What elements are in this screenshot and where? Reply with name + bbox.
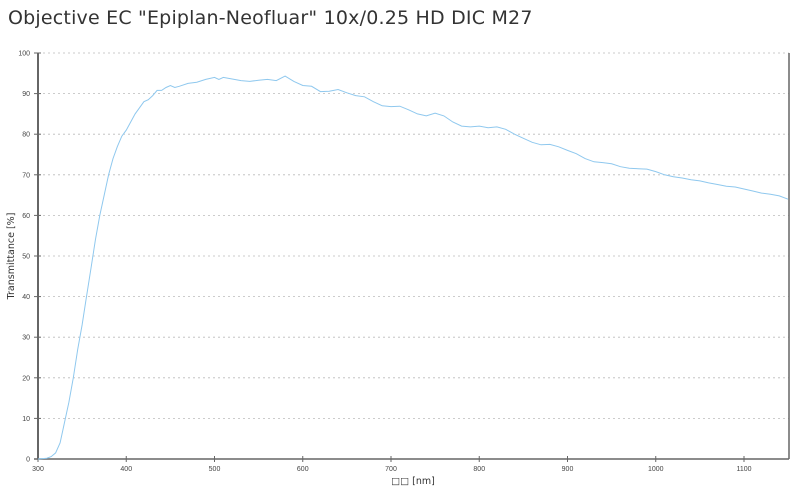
x-tick-label: 1100	[736, 466, 751, 473]
y-tick-label: 30	[22, 335, 30, 342]
x-tick-label: 300	[32, 466, 44, 473]
y-tick-label: 60	[22, 213, 30, 220]
y-tick-label: 80	[22, 132, 30, 139]
x-tick-label: 700	[385, 466, 397, 473]
x-tick-label: 1000	[648, 466, 664, 473]
x-axis-label: □□ [nm]	[391, 476, 435, 487]
x-tick-label: 500	[209, 466, 221, 473]
x-axis-ticks: 300 400 500 600 700 800 900 1000 1100	[32, 456, 752, 473]
y-tick-label: 0	[26, 457, 30, 464]
y-tick-label: 20	[22, 375, 30, 382]
x-tick-label: 900	[562, 466, 574, 473]
y-tick-label: 10	[22, 416, 30, 423]
y-tick-label: 90	[22, 91, 30, 98]
y-tick-label: 100	[18, 51, 30, 58]
x-tick-label: 400	[120, 466, 132, 473]
transmittance-line	[37, 75, 789, 460]
chart-title: Objective EC "Epiplan-Neofluar" 10x/0.25…	[8, 7, 533, 29]
y-axis-label: Transmittance [%]	[6, 213, 17, 301]
gridlines	[38, 52, 789, 419]
x-tick-label: 600	[297, 466, 309, 473]
y-tick-label: 50	[22, 254, 30, 261]
x-tick-label: 800	[473, 466, 485, 473]
y-tick-label: 40	[22, 294, 30, 301]
y-tick-label: 70	[22, 172, 30, 179]
